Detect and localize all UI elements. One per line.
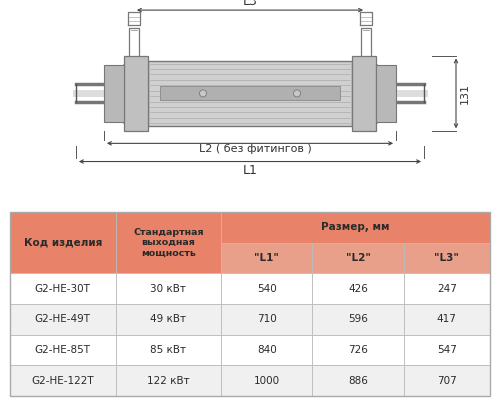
Text: 1000: 1000 xyxy=(254,376,280,386)
Bar xyxy=(221,365,312,396)
Text: 30 кВт: 30 кВт xyxy=(150,284,186,294)
Circle shape xyxy=(200,90,206,97)
Bar xyxy=(312,365,404,396)
Text: 131: 131 xyxy=(460,83,470,104)
Text: "L3": "L3" xyxy=(434,253,459,263)
Bar xyxy=(104,65,124,122)
Text: 886: 886 xyxy=(348,376,368,386)
Bar xyxy=(312,273,404,304)
Bar xyxy=(10,304,116,335)
Bar xyxy=(116,365,221,396)
Bar xyxy=(312,304,404,335)
Bar xyxy=(148,60,352,126)
Bar xyxy=(10,335,116,365)
Text: 726: 726 xyxy=(348,345,368,355)
Bar xyxy=(116,212,221,273)
Bar xyxy=(404,365,490,396)
Bar xyxy=(352,56,376,131)
Bar xyxy=(124,56,148,131)
Text: Размер, мм: Размер, мм xyxy=(322,222,390,232)
Bar xyxy=(404,335,490,365)
Text: G2-HE-85T: G2-HE-85T xyxy=(35,345,91,355)
Text: L2 ( без фитингов ): L2 ( без фитингов ) xyxy=(198,144,312,154)
Bar xyxy=(404,243,490,273)
Text: 426: 426 xyxy=(348,284,368,294)
Bar xyxy=(116,273,221,304)
Text: 547: 547 xyxy=(437,345,456,355)
Text: 49 кВт: 49 кВт xyxy=(150,314,186,324)
Text: 540: 540 xyxy=(257,284,276,294)
Text: L1: L1 xyxy=(242,164,258,176)
Text: G2-HE-30T: G2-HE-30T xyxy=(35,284,90,294)
Text: 247: 247 xyxy=(437,284,456,294)
Text: G2-HE-49T: G2-HE-49T xyxy=(35,314,91,324)
Circle shape xyxy=(294,90,300,97)
Bar xyxy=(221,212,490,243)
Text: 596: 596 xyxy=(348,314,368,324)
Bar xyxy=(160,86,340,100)
Bar xyxy=(221,335,312,365)
Text: Код изделия: Код изделия xyxy=(24,238,102,248)
Bar xyxy=(221,273,312,304)
Bar xyxy=(116,335,221,365)
Text: 85 кВт: 85 кВт xyxy=(150,345,186,355)
Text: L3: L3 xyxy=(242,0,258,8)
Text: 122 кВт: 122 кВт xyxy=(147,376,190,386)
Bar xyxy=(116,304,221,335)
Text: G2-HE-122T: G2-HE-122T xyxy=(32,376,94,386)
Bar xyxy=(312,335,404,365)
Bar xyxy=(221,243,312,273)
Bar xyxy=(404,273,490,304)
Text: "L1": "L1" xyxy=(254,253,279,263)
Text: "L2": "L2" xyxy=(346,253,370,263)
Bar xyxy=(376,65,396,122)
Bar xyxy=(10,365,116,396)
Text: 417: 417 xyxy=(437,314,456,324)
Text: 707: 707 xyxy=(437,376,456,386)
Bar xyxy=(10,212,116,273)
Bar xyxy=(312,243,404,273)
Text: 840: 840 xyxy=(257,345,276,355)
Text: 710: 710 xyxy=(257,314,276,324)
Bar xyxy=(404,304,490,335)
Bar xyxy=(221,304,312,335)
Bar xyxy=(10,273,116,304)
Text: Стандартная
выходная
мощность: Стандартная выходная мощность xyxy=(133,228,204,258)
